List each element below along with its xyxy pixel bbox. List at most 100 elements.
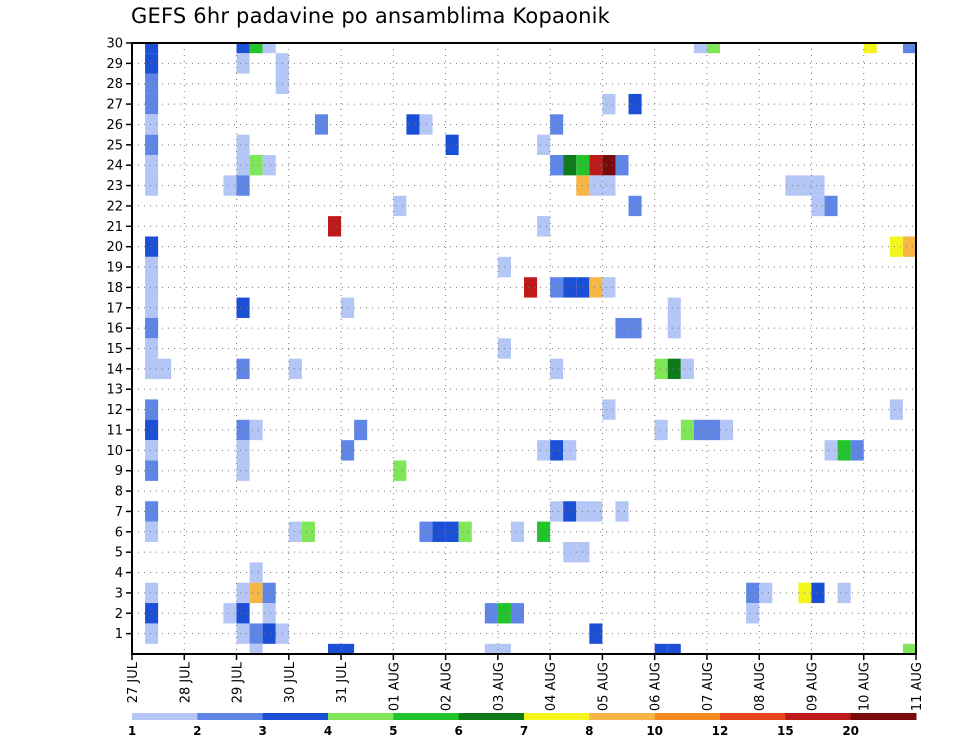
y-tick-label: 9 — [115, 464, 123, 479]
heatmap-cell — [301, 521, 315, 542]
x-tick-label: 31 JUL — [335, 661, 350, 703]
heatmap-cell — [145, 440, 159, 461]
heatmap-cell — [341, 643, 355, 654]
y-axis-ticks: 1234567891011121314151617181920212223242… — [106, 37, 132, 642]
heatmap-cell — [236, 175, 250, 196]
heatmap-cell — [615, 501, 629, 522]
x-tick-label: 28 JUL — [178, 661, 193, 703]
heatmap-cell — [693, 43, 707, 54]
heatmap-cell — [550, 358, 564, 380]
y-tick-label: 27 — [106, 98, 123, 113]
heatmap-cell — [550, 277, 564, 298]
y-tick-label: 16 — [106, 322, 123, 337]
colorbar-label: 8 — [585, 724, 593, 738]
heatmap-cell — [432, 521, 446, 542]
heatmap-cell — [236, 134, 250, 156]
colorbar-label: 20 — [842, 724, 859, 738]
heatmap-cell — [628, 317, 642, 339]
heatmap-cell — [145, 460, 159, 481]
heatmap-cell — [589, 623, 603, 644]
x-tick-label: 02 AUG — [440, 662, 455, 711]
heatmap-cell — [328, 643, 342, 654]
y-tick-label: 17 — [106, 301, 123, 316]
heatmap-cell — [262, 43, 276, 54]
data-cells — [145, 43, 916, 654]
x-tick-label: 07 AUG — [701, 662, 716, 711]
heatmap-cell — [145, 155, 159, 176]
heatmap-cell — [563, 541, 577, 563]
heatmap-cell — [145, 419, 159, 441]
heatmap-cell — [249, 43, 263, 54]
heatmap-cell — [262, 603, 276, 624]
heatmap-cell — [654, 419, 668, 441]
heatmap-cell — [550, 155, 564, 176]
heatmap-cell — [589, 175, 603, 196]
heatmap-cell — [145, 521, 159, 542]
heatmap-cell — [510, 521, 524, 542]
x-axis-ticks: 27 JUL 28 JUL 29 JUL 30 JUL 31 JUL 01 AUG 02 A… — [126, 654, 925, 711]
colorbar-label: 3 — [258, 724, 266, 738]
heatmap-cell — [236, 419, 250, 441]
x-tick-label: 09 AUG — [805, 662, 820, 711]
chart-title: GEFS 6hr padavine po ansamblima Kopaonik — [131, 4, 611, 28]
heatmap-cell — [837, 582, 851, 604]
colorbar: 1 2 3 4 5 6 7 8 10 12 15 20 — [128, 713, 917, 738]
heatmap-cell — [145, 53, 159, 74]
heatmap-cell — [393, 195, 407, 217]
heatmap-cell — [589, 501, 603, 522]
y-tick-label: 3 — [115, 586, 123, 601]
heatmap-cell — [889, 399, 903, 420]
heatmap-cell — [236, 43, 250, 54]
heatmap-cell — [746, 603, 760, 624]
heatmap-cell — [236, 53, 250, 74]
colorbar-swatch — [785, 713, 852, 720]
heatmap-cell — [223, 603, 237, 624]
colorbar-swatch — [328, 713, 394, 720]
x-tick-label: 29 JUL — [231, 661, 246, 703]
heatmap-cell — [524, 277, 538, 298]
heatmap-cell — [759, 582, 773, 604]
heatmap-cell — [145, 114, 159, 135]
heatmap-cell — [249, 562, 263, 583]
heatmap-cell — [850, 440, 864, 461]
heatmap-cell — [341, 440, 355, 461]
y-tick-label: 4 — [115, 566, 123, 581]
colorbar-swatch — [720, 713, 786, 720]
heatmap-cell — [262, 582, 276, 604]
colorbar-swatch — [132, 713, 198, 720]
heatmap-cell — [484, 603, 498, 624]
heatmap-cell — [811, 175, 825, 196]
heatmap-cell — [667, 297, 681, 318]
heatmap-cell — [837, 440, 851, 461]
heatmap-cell — [262, 623, 276, 644]
heatmap-cell — [563, 277, 577, 298]
heatmap-cell — [236, 440, 250, 461]
heatmap-cell — [341, 297, 355, 318]
y-tick-label: 5 — [115, 546, 123, 561]
heatmap-cell — [145, 623, 159, 644]
heatmap-cell — [236, 603, 250, 624]
heatmap-cell — [667, 643, 681, 654]
y-tick-label: 14 — [106, 362, 123, 377]
heatmap-cell — [902, 43, 916, 54]
y-tick-label: 19 — [106, 261, 123, 276]
colorbar-swatch — [393, 713, 460, 720]
heatmap-cell — [602, 175, 616, 196]
heatmap-cell — [249, 419, 263, 441]
heatmap-cell — [510, 603, 524, 624]
heatmap-cell — [445, 134, 459, 156]
heatmap-cell — [615, 155, 629, 176]
colorbar-label: 7 — [520, 724, 528, 738]
heatmap-cell — [563, 155, 577, 176]
y-tick-label: 29 — [106, 57, 123, 72]
heatmap-cell — [145, 317, 159, 339]
heatmap-cell — [288, 521, 302, 542]
y-tick-label: 22 — [106, 199, 123, 214]
colorbar-label: 15 — [777, 724, 794, 738]
heatmap-cell — [458, 521, 472, 542]
heatmap-cell — [158, 358, 172, 380]
y-tick-label: 2 — [115, 607, 123, 622]
heatmap-cell — [550, 440, 564, 461]
heatmap-cell — [537, 134, 551, 156]
